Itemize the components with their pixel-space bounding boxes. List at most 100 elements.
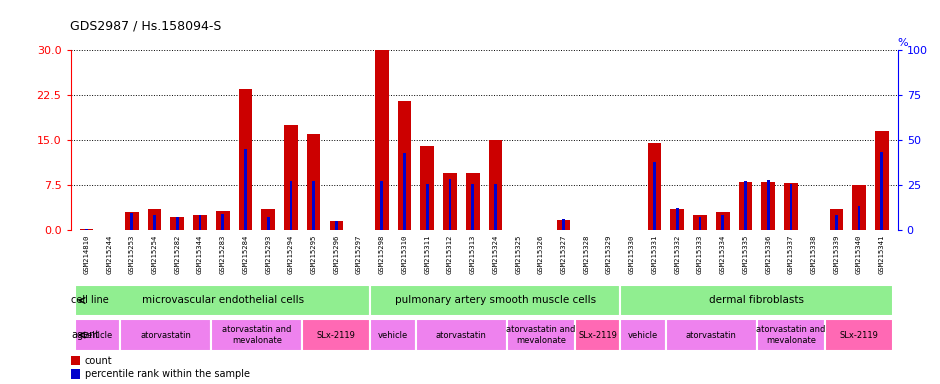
Bar bbox=[267, 217, 270, 230]
Text: microvascular endothelial cells: microvascular endothelial cells bbox=[142, 295, 304, 306]
Text: GSM215295: GSM215295 bbox=[310, 235, 317, 274]
Text: GSM215312: GSM215312 bbox=[447, 235, 453, 274]
Bar bbox=[170, 217, 184, 230]
Bar bbox=[216, 211, 229, 230]
Text: GSM215293: GSM215293 bbox=[265, 235, 272, 274]
Bar bbox=[131, 213, 133, 230]
Text: GDS2987 / Hs.158094-S: GDS2987 / Hs.158094-S bbox=[70, 20, 222, 33]
Bar bbox=[312, 181, 315, 230]
Text: GSM215296: GSM215296 bbox=[334, 235, 339, 274]
Text: GSM214810: GSM214810 bbox=[84, 235, 89, 274]
Bar bbox=[370, 319, 415, 351]
Bar bbox=[448, 179, 451, 230]
Bar bbox=[466, 173, 479, 230]
Text: GSM215330: GSM215330 bbox=[629, 235, 634, 274]
Bar bbox=[85, 228, 87, 230]
Bar bbox=[239, 89, 252, 230]
Bar bbox=[693, 215, 707, 230]
Bar bbox=[303, 319, 370, 351]
Text: %: % bbox=[898, 38, 908, 48]
Text: atorvastatin: atorvastatin bbox=[436, 331, 487, 339]
Text: atorvastatin and
mevalonate: atorvastatin and mevalonate bbox=[507, 325, 575, 345]
Bar bbox=[784, 184, 798, 230]
Bar bbox=[212, 319, 303, 351]
Bar bbox=[426, 184, 429, 230]
Text: SLx-2119: SLx-2119 bbox=[839, 331, 879, 339]
Bar bbox=[825, 319, 893, 351]
Text: GSM215328: GSM215328 bbox=[584, 235, 589, 274]
Bar bbox=[70, 369, 81, 379]
Text: atorvastatin and
mevalonate: atorvastatin and mevalonate bbox=[222, 325, 291, 345]
Bar bbox=[575, 319, 620, 351]
Text: count: count bbox=[85, 356, 112, 366]
Text: GSM215334: GSM215334 bbox=[720, 235, 726, 274]
Text: SLx-2119: SLx-2119 bbox=[578, 331, 618, 339]
Text: GSM215254: GSM215254 bbox=[151, 235, 158, 274]
Text: dermal fibroblasts: dermal fibroblasts bbox=[710, 295, 805, 306]
Bar bbox=[284, 125, 298, 230]
Text: GSM215298: GSM215298 bbox=[379, 235, 384, 274]
Text: vehicle: vehicle bbox=[378, 331, 408, 339]
Bar bbox=[148, 209, 162, 230]
Bar bbox=[176, 217, 179, 230]
Bar bbox=[290, 181, 292, 230]
Bar bbox=[790, 184, 792, 230]
Text: GSM215310: GSM215310 bbox=[401, 235, 408, 274]
Bar bbox=[244, 149, 247, 230]
Text: GSM215344: GSM215344 bbox=[197, 235, 203, 274]
Bar bbox=[757, 319, 825, 351]
Bar bbox=[120, 319, 212, 351]
Text: GSM215335: GSM215335 bbox=[743, 235, 748, 274]
Text: atorvastatin: atorvastatin bbox=[140, 331, 192, 339]
Bar bbox=[330, 221, 343, 230]
Text: pulmonary artery smooth muscle cells: pulmonary artery smooth muscle cells bbox=[395, 295, 596, 306]
Text: GSM215253: GSM215253 bbox=[129, 235, 134, 274]
Bar bbox=[666, 319, 757, 351]
Bar bbox=[670, 209, 684, 230]
Text: GSM215338: GSM215338 bbox=[810, 235, 817, 274]
Text: GSM215336: GSM215336 bbox=[765, 235, 771, 274]
Text: atorvastatin and
mevalonate: atorvastatin and mevalonate bbox=[756, 325, 825, 345]
Bar bbox=[853, 185, 866, 230]
Bar bbox=[420, 146, 434, 230]
Text: vehicle: vehicle bbox=[83, 331, 113, 339]
Text: GSM215333: GSM215333 bbox=[697, 235, 703, 274]
Text: vehicle: vehicle bbox=[628, 331, 658, 339]
Text: GSM215332: GSM215332 bbox=[674, 235, 681, 274]
Bar bbox=[70, 356, 81, 366]
Bar bbox=[835, 215, 838, 230]
Bar bbox=[744, 181, 746, 230]
Text: GSM215326: GSM215326 bbox=[538, 235, 544, 274]
Text: GSM215324: GSM215324 bbox=[493, 235, 498, 274]
Bar bbox=[415, 319, 507, 351]
Bar bbox=[471, 184, 474, 230]
Bar bbox=[881, 152, 884, 230]
Bar bbox=[653, 162, 656, 230]
Text: GSM215282: GSM215282 bbox=[174, 235, 180, 274]
Text: GSM215294: GSM215294 bbox=[288, 235, 294, 274]
Bar bbox=[761, 182, 775, 230]
Text: GSM215327: GSM215327 bbox=[560, 235, 567, 274]
Bar bbox=[698, 217, 701, 230]
Text: GSM215329: GSM215329 bbox=[606, 235, 612, 274]
Bar bbox=[261, 209, 275, 230]
Bar bbox=[75, 285, 370, 316]
Text: GSM215331: GSM215331 bbox=[651, 235, 658, 274]
Text: GSM215297: GSM215297 bbox=[356, 235, 362, 274]
Text: cell line: cell line bbox=[70, 295, 109, 306]
Bar bbox=[194, 215, 207, 230]
Bar bbox=[494, 184, 497, 230]
Bar bbox=[767, 180, 770, 230]
Text: agent: agent bbox=[70, 330, 100, 340]
Bar bbox=[507, 319, 575, 351]
Bar bbox=[829, 209, 843, 230]
Text: GSM215283: GSM215283 bbox=[220, 235, 226, 274]
Bar bbox=[370, 285, 620, 316]
Text: GSM215341: GSM215341 bbox=[879, 235, 885, 274]
Bar bbox=[375, 50, 388, 230]
Bar bbox=[80, 228, 93, 230]
Bar bbox=[153, 215, 156, 230]
Bar bbox=[739, 182, 752, 230]
Bar bbox=[198, 215, 201, 230]
Bar bbox=[875, 131, 888, 230]
